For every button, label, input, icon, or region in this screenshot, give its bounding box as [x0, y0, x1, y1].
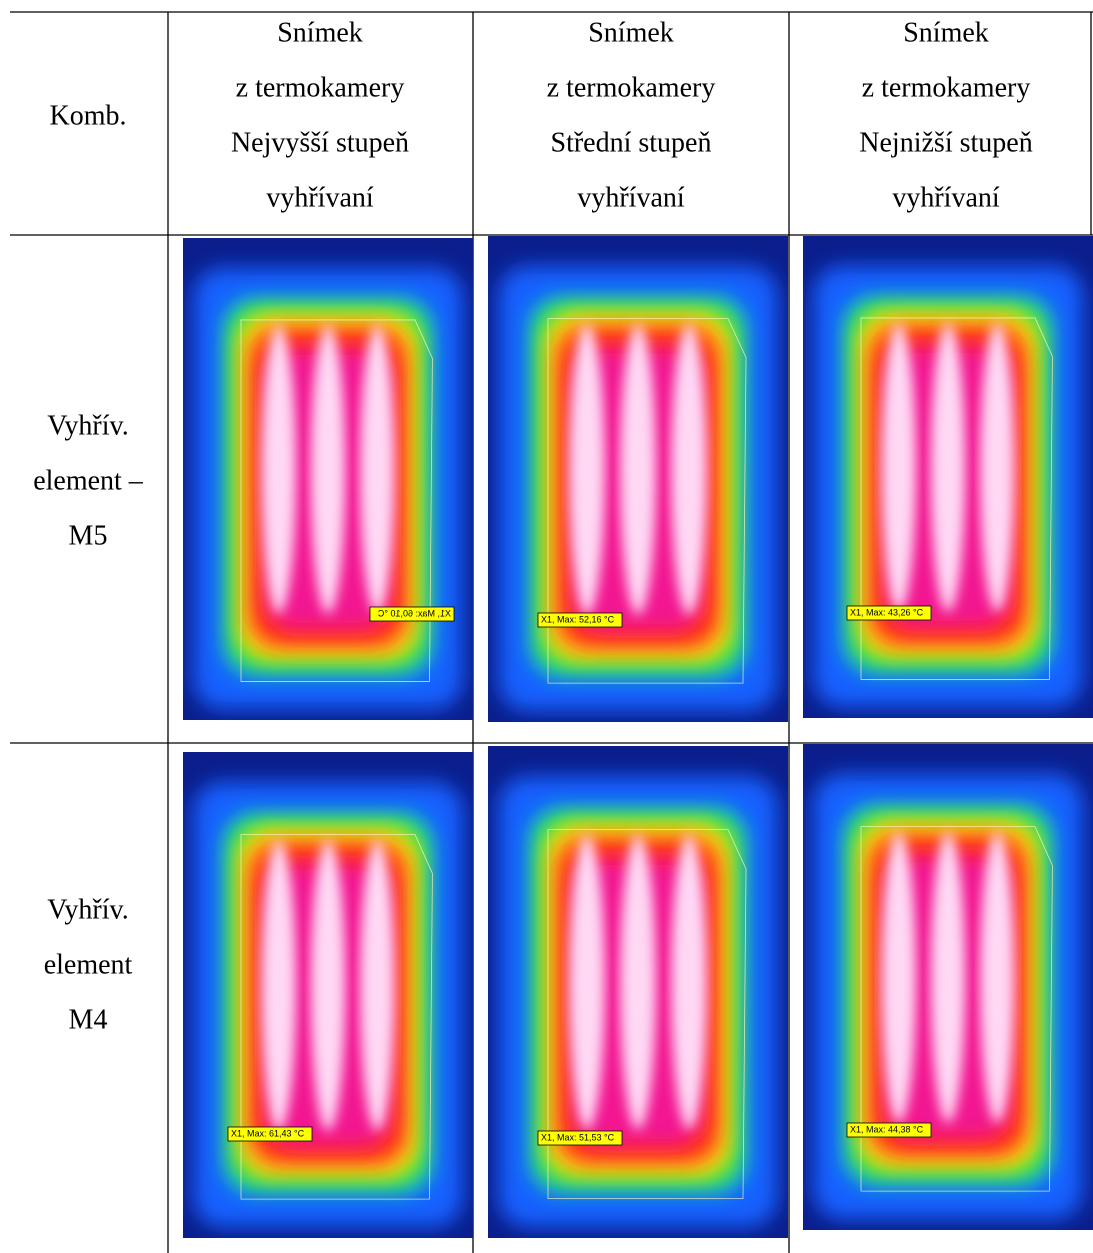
heat-stripe	[569, 834, 605, 1130]
measure-tag: X1, Max: 51,53 °C	[537, 1130, 623, 1146]
tag-box	[227, 1126, 313, 1142]
header-line: vyhřívaní	[577, 182, 685, 213]
heat-stripe	[310, 839, 346, 1132]
row-label-line: Vyhřív.	[47, 894, 128, 925]
tag-text: X1, Max: 61,43 °C	[231, 1128, 305, 1138]
header-line: Snímek	[588, 17, 674, 48]
tag-box	[369, 606, 455, 622]
thermal-image	[183, 238, 473, 720]
heat-stripe	[979, 322, 1015, 612]
row-label-line: element –	[33, 465, 144, 496]
tag-box	[846, 605, 932, 621]
tag-text: X1, Max: 52,16 °C	[541, 614, 615, 624]
tag-text: X1, Max: 60,10 °C	[377, 608, 451, 618]
tag-text: X1, Max: 44,38 °C	[850, 1124, 924, 1134]
row-label-line: M5	[69, 520, 108, 551]
heat-stripe	[930, 322, 966, 612]
heat-stripe	[881, 831, 917, 1124]
header-line: z termokamery	[236, 72, 405, 103]
heat-stripe	[569, 323, 605, 616]
tag-text: X1, Max: 43,26 °C	[850, 607, 924, 617]
header-line: z termokamery	[862, 72, 1031, 103]
header-line: z termokamery	[547, 72, 716, 103]
heat-stripe	[671, 323, 707, 616]
heat-stripe	[930, 831, 966, 1124]
header-line: vyhřívaní	[892, 182, 1000, 213]
tag-box	[537, 1130, 623, 1146]
heat-stripe	[620, 323, 656, 616]
heat-stripe	[261, 324, 297, 614]
thermal-image	[183, 752, 473, 1238]
tag-text: X1, Max: 51,53 °C	[541, 1132, 615, 1142]
header-line: Střední stupeň	[551, 127, 712, 158]
header-line: Snímek	[903, 17, 989, 48]
heat-stripe	[359, 839, 395, 1132]
header-cell: Komb.	[50, 100, 127, 131]
measure-tag: X1, Max: 60,10 °C	[369, 606, 455, 622]
heat-stripe	[671, 834, 707, 1130]
header-line: Nejvyšší stupeň	[231, 127, 409, 158]
header-line: Nejnižší stupeň	[859, 127, 1032, 158]
measure-tag: X1, Max: 52,16 °C	[537, 612, 623, 628]
thermal-image	[488, 746, 788, 1238]
heat-stripe	[359, 324, 395, 614]
row-label-line: element	[44, 949, 133, 980]
measure-tag: X1, Max: 44,38 °C	[846, 1122, 932, 1138]
heat-stripe	[979, 831, 1015, 1124]
row-label-line: Vyhřív.	[47, 410, 128, 441]
row-label-line: M4	[69, 1004, 108, 1035]
thermal-image	[488, 236, 788, 722]
heat-stripe	[620, 834, 656, 1130]
heat-stripe	[261, 839, 297, 1132]
tag-box	[846, 1122, 932, 1138]
thermal-image	[803, 744, 1093, 1230]
heat-stripe	[310, 324, 346, 614]
header-line: vyhřívaní	[266, 182, 374, 213]
heat-stripe	[881, 322, 917, 612]
tag-box	[537, 612, 623, 628]
roi-outline	[240, 319, 433, 682]
header-line: Snímek	[277, 17, 363, 48]
measure-tag: X1, Max: 43,26 °C	[846, 605, 932, 621]
measure-tag: X1, Max: 61,43 °C	[227, 1126, 313, 1142]
thermal-image	[803, 236, 1093, 718]
